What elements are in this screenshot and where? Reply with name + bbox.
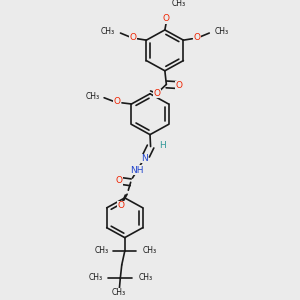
Text: CH₃: CH₃	[214, 27, 229, 36]
Text: CH₃: CH₃	[142, 246, 157, 255]
Text: CH₃: CH₃	[85, 92, 99, 100]
Text: O: O	[130, 33, 136, 42]
Text: O: O	[163, 14, 170, 23]
Text: CH₃: CH₃	[89, 273, 103, 282]
Text: NH: NH	[130, 166, 144, 175]
Text: O: O	[153, 89, 160, 98]
Text: CH₃: CH₃	[139, 273, 153, 282]
Text: CH₃: CH₃	[172, 0, 186, 8]
Text: O: O	[175, 81, 182, 90]
Text: O: O	[115, 176, 122, 185]
Text: O: O	[118, 201, 125, 210]
Text: O: O	[113, 97, 120, 106]
Text: N: N	[141, 154, 148, 163]
Text: O: O	[193, 33, 200, 42]
Text: CH₃: CH₃	[112, 288, 126, 297]
Text: CH₃: CH₃	[101, 27, 115, 36]
Text: CH₃: CH₃	[94, 246, 108, 255]
Text: H: H	[159, 141, 166, 150]
